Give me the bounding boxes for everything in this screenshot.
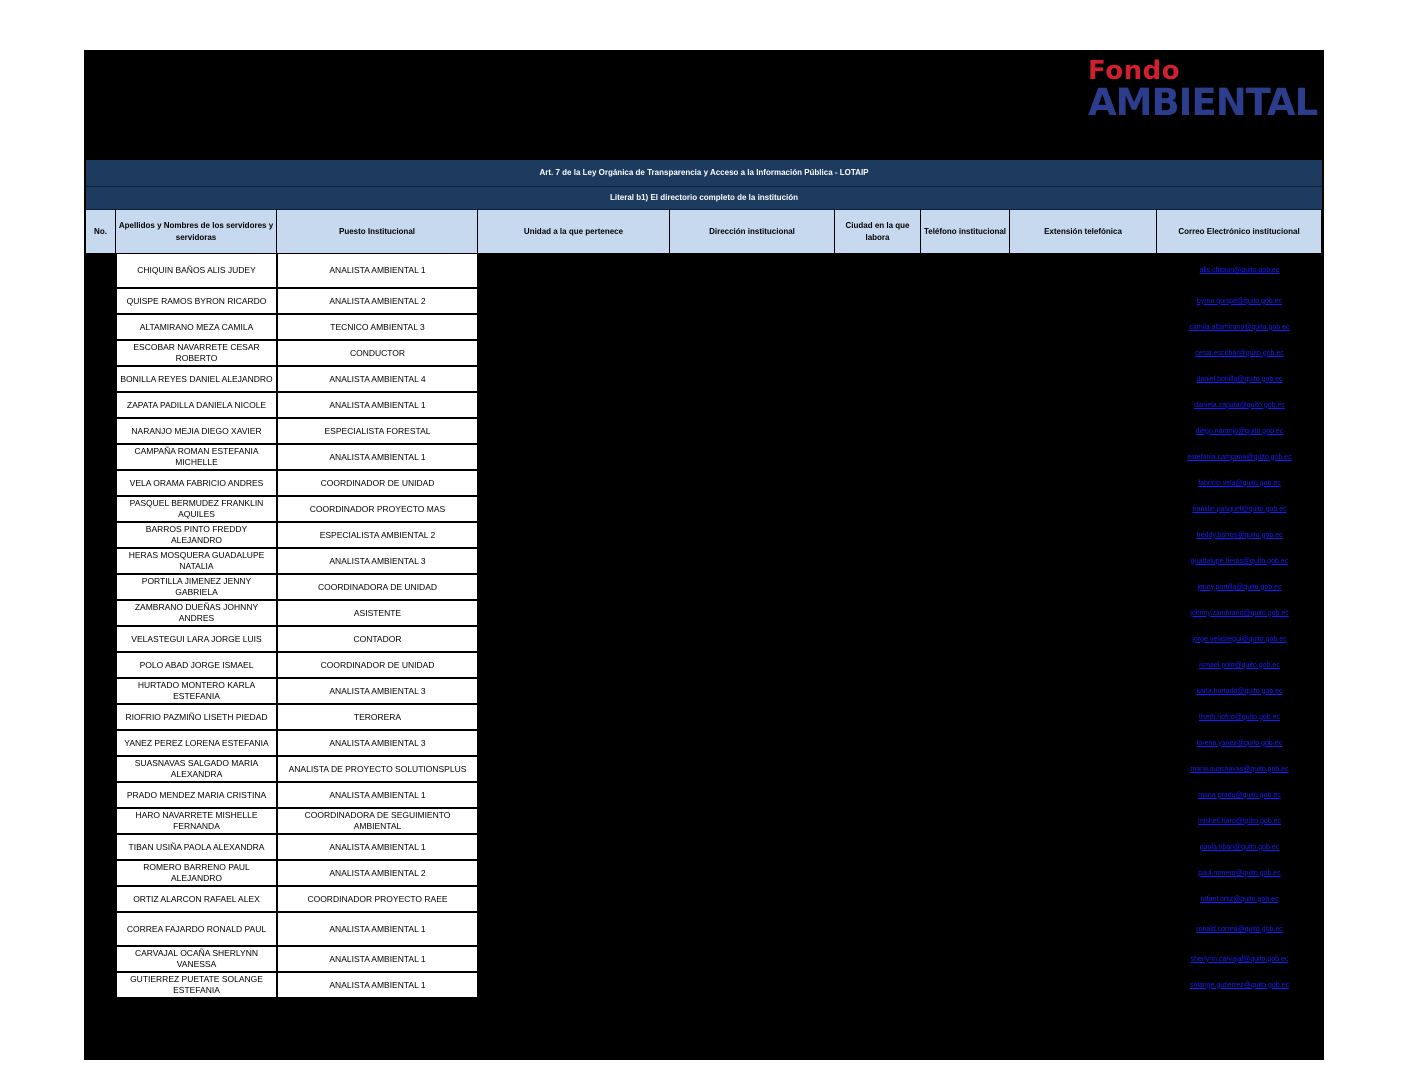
header-telefono: Teléfono institucional [921, 210, 1010, 253]
employee-position: ESPECIALISTA FORESTAL [277, 418, 478, 444]
logo-line1: Fondo [1088, 56, 1181, 86]
employee-email-link[interactable]: alis.chiquin@quito.gob.ec [1199, 267, 1280, 274]
employee-email-link[interactable]: franklin.pasquel@quito.gob.ec [1192, 505, 1287, 513]
employee-email-link[interactable]: lorena.yanez@quito.gob.ec [1196, 739, 1283, 747]
employee-position: ANALISTA AMBIENTAL 3 [277, 548, 478, 574]
employee-name: VELASTEGUI LARA JORGE LUIS [116, 626, 277, 652]
employee-name: RIOFRIO PAZMIÑO LISETH PIEDAD [116, 704, 277, 730]
employee-email-link[interactable]: jorge.velastegui@quito.gob.ec [1192, 635, 1287, 643]
employee-name: NARANJO MEJIA DIEGO XAVIER [116, 418, 277, 444]
employee-name: ALTAMIRANO MEZA CAMILA [116, 314, 277, 340]
employee-name: BARROS PINTO FREDDY ALEJANDRO [116, 522, 277, 548]
employee-position: CONDUCTOR [277, 340, 478, 366]
header-no: No. [86, 210, 116, 253]
employee-name: PORTILLA JIMENEZ JENNY GABRIELA [116, 574, 277, 600]
employee-position: ANALISTA AMBIENTAL 1 [277, 782, 478, 808]
employee-email-link[interactable]: solange.gutierrez@quito.gob.ec [1190, 981, 1289, 989]
employee-email-link[interactable]: mishell.haro@quito.gob.ec [1198, 817, 1281, 825]
employee-email-link[interactable]: liseth.riofrio@quito.gob.ec [1198, 713, 1281, 721]
employee-name: YANEZ PEREZ LORENA ESTEFANIA [116, 730, 277, 756]
directory-sheet: Fondo AMBIENTAL Art. 7 de la Ley Orgánic… [84, 50, 1324, 1060]
employee-position: ANALISTA AMBIENTAL 2 [277, 860, 478, 886]
employee-position: ANALISTA AMBIENTAL 3 [277, 678, 478, 704]
employee-position: TERORERA [277, 704, 478, 730]
employee-position: ANALISTA AMBIENTAL 2 [277, 288, 478, 314]
employee-position: ANALISTA AMBIENTAL 4 [277, 366, 478, 392]
employee-email-link[interactable]: maria.prado@quito.gob.ec [1198, 791, 1281, 799]
employee-name: VELA ORAMA FABRICIO ANDRES [116, 470, 277, 496]
header-ciudad: Ciudad en la que labora [835, 210, 921, 253]
header-direccion: Dirección institucional [670, 210, 835, 253]
employee-position: CONTADOR [277, 626, 478, 652]
employee-email-link[interactable]: sherlynn.carvajal@quito.gob.ec [1190, 955, 1289, 963]
employee-email-link[interactable]: paola.tiban@quito.gob.ec [1199, 843, 1280, 851]
employee-name: ZAMBRANO DUEÑAS JOHNNY ANDRES [116, 600, 277, 626]
employee-email-link[interactable]: camila.altamirano@quito.gob.ec [1189, 323, 1290, 331]
employee-position: COORDINADOR DE UNIDAD [277, 652, 478, 678]
employee-name: ESCOBAR NAVARRETE CESAR ROBERTO [116, 340, 277, 366]
employee-email-link[interactable]: ronald.correa@quito.gob.ec [1196, 925, 1283, 933]
employee-position: TECNICO AMBIENTAL 3 [277, 314, 478, 340]
employee-name: POLO ABAD JORGE ISMAEL [116, 652, 277, 678]
employee-name: ORTIZ ALARCON RAFAEL ALEX [116, 886, 277, 912]
employee-name: TIBAN USIÑA PAOLA ALEXANDRA [116, 834, 277, 860]
employee-email-link[interactable]: fabricio.vela@quito.gob.ec [1198, 479, 1281, 487]
employee-name: CORREA FAJARDO RONALD PAUL [116, 912, 277, 946]
employee-position: ANALISTA DE PROYECTO SOLUTIONSPLUS [277, 756, 478, 782]
header-name: Apellidos y Nombres de los servidores y … [116, 210, 277, 253]
employee-name: ROMERO BARRENO PAUL ALEJANDRO [116, 860, 277, 886]
employee-position: COORDINADOR PROYECTO RAEE [277, 886, 478, 912]
employee-position: ANALISTA AMBIENTAL 3 [277, 730, 478, 756]
header-unidad: Unidad a la que pertenece [478, 210, 670, 253]
employee-name: PRADO MENDEZ MARIA CRISTINA [116, 782, 277, 808]
employee-email-link[interactable]: freddy.barros@quito.gob.ec [1196, 531, 1283, 539]
employee-name: BONILLA REYES DANIEL ALEJANDRO [116, 366, 277, 392]
employee-position: ANALISTA AMBIENTAL 1 [277, 912, 478, 946]
employee-position: ESPECIALISTA AMBIENTAL 2 [277, 522, 478, 548]
employee-email-link[interactable]: estefania.campana@quito.gob.ec [1187, 453, 1292, 461]
employee-name: HURTADO MONTERO KARLA ESTEFANIA [116, 678, 277, 704]
employee-email-link[interactable]: guadalupe.heras@quito.gob.ec [1190, 557, 1289, 565]
employee-name: GUTIERREZ PUETATE SOLANGE ESTEFANIA [116, 972, 277, 998]
fondo-ambiental-logo: Fondo AMBIENTAL [1088, 56, 1318, 124]
employee-name: CAMPAÑA ROMAN ESTEFANIA MICHELLE [116, 444, 277, 470]
table-title: Art. 7 de la Ley Orgánica de Transparenc… [86, 160, 1322, 187]
employee-position: COORDINADORA DE SEGUIMIENTO AMBIENTAL [277, 808, 478, 834]
employee-email-link[interactable]: diego.naranjo@quito.gob.ec [1195, 427, 1284, 435]
employee-position: ANALISTA AMBIENTAL 1 [277, 972, 478, 998]
employee-email-link[interactable]: maria.suasnavas@quito.gob.ec [1190, 765, 1289, 773]
employee-name: ZAPATA PADILLA DANIELA NICOLE [116, 392, 277, 418]
employee-email-link[interactable]: daniela.zapata@quito.gob.ec [1194, 401, 1285, 409]
header-puesto: Puesto Institucional [277, 210, 478, 253]
employee-position: ASISTENTE [277, 600, 478, 626]
employee-name: HERAS MOSQUERA GUADALUPE NATALIA [116, 548, 277, 574]
employee-position: COORDINADOR DE UNIDAD [277, 470, 478, 496]
employee-email-link[interactable]: johnny.zambrano@quito.gob.ec [1190, 609, 1289, 617]
employee-name: PASQUEL BERMUDEZ FRANKLIN AQUILES [116, 496, 277, 522]
employee-email-link[interactable]: rafael.ortiz@quito.gob.ec [1200, 895, 1279, 903]
logo-line2: AMBIENTAL [1088, 81, 1318, 124]
table-subtitle: Literal b1) El directorio completo de la… [86, 187, 1322, 210]
employee-email-link[interactable]: cesar.escobar@quito.gob.ec [1195, 349, 1284, 357]
employee-email-link[interactable]: ismael.polo@quito.gob.ec [1199, 661, 1280, 669]
employee-email-link[interactable]: daniel.bonilla@quito.gob.ec [1196, 375, 1283, 383]
employee-name: QUISPE RAMOS BYRON RICARDO [116, 288, 277, 314]
employee-position: ANALISTA AMBIENTAL 1 [277, 253, 478, 288]
employee-position: COORDINADORA DE UNIDAD [277, 574, 478, 600]
employee-position: ANALISTA AMBIENTAL 1 [277, 392, 478, 418]
employee-name: SUASNAVAS SALGADO MARIA ALEXANDRA [116, 756, 277, 782]
employee-name: CARVAJAL OCAÑA SHERLYNN VANESSA [116, 946, 277, 972]
employee-name: HARO NAVARRETE MISHELLE FERNANDA [116, 808, 277, 834]
employee-position: COORDINADOR PROYECTO MAS [277, 496, 478, 522]
header-correo: Correo Electrónico institucional [1157, 210, 1322, 253]
employee-name: CHIQUIN BAÑOS ALIS JUDEY [116, 253, 277, 288]
header-extension: Extensión telefónica [1010, 210, 1157, 253]
employee-position: ANALISTA AMBIENTAL 1 [277, 946, 478, 972]
employee-email-link[interactable]: karla.hurtado@quito.gob.ec [1196, 687, 1283, 695]
employee-email-link[interactable]: paul.romero@quito.gob.ec [1198, 869, 1281, 877]
employee-position: ANALISTA AMBIENTAL 1 [277, 444, 478, 470]
employee-position: ANALISTA AMBIENTAL 1 [277, 834, 478, 860]
employee-email-link[interactable]: jenny.portilla@quito.gob.ec [1197, 583, 1282, 591]
employee-email-link[interactable]: byron.quispe@quito.gob.ec [1196, 297, 1283, 305]
